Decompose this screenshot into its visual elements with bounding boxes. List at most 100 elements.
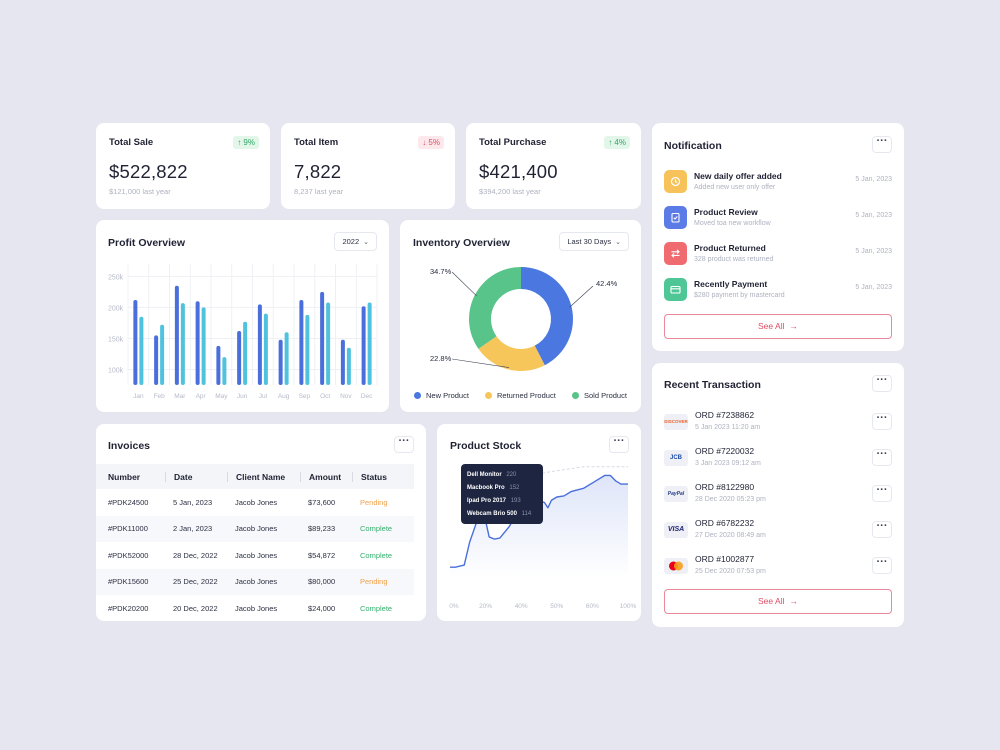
return-icon (664, 242, 687, 265)
transaction-item[interactable]: DISCOVER ORD #7238862 5 Jan 2023 11:20 a… (664, 410, 892, 436)
notification-item[interactable]: Product Review Moved toa new workflow 5 … (664, 206, 892, 230)
notification-date: 5 Jan, 2023 (855, 176, 892, 183)
bar (346, 347, 351, 385)
tooltip-row: Macbook Pro 152 (467, 482, 537, 495)
table-row[interactable]: #PDK11000 2 Jan, 2023 Jacob Jones $89,23… (96, 515, 414, 542)
invoice-amount: $54,872 (308, 550, 336, 560)
stock-tooltip: Dell Monitor 220 Macbook Pro 152 Ipad Pr… (461, 464, 543, 524)
tooltip-product: Ipad Pro 2017 (467, 498, 507, 504)
see-all-label: See All (758, 596, 785, 606)
tooltip-product: Macbook Pro (467, 485, 505, 491)
transaction-date: 3 Jan 2023 09:12 am (695, 460, 761, 467)
tooltip-row: Ipad Pro 2017 193 (467, 495, 537, 508)
transaction-item[interactable]: ORD #1002877 25 Dec 2020 07:53 pm ··· (664, 554, 892, 580)
bar (340, 339, 345, 385)
x-tick-label: 20% (479, 603, 492, 610)
transaction-options-button[interactable]: ··· (872, 449, 892, 466)
legend-returned-product: Returned Product (485, 391, 556, 400)
transaction-options-button[interactable]: ··· (872, 521, 892, 538)
legend-label: Returned Product (497, 391, 556, 400)
transaction-item[interactable]: PayPal ORD #8122980 28 Dec 2020 05:23 pm… (664, 482, 892, 508)
y-tick-label: 250k (108, 274, 124, 281)
year-select[interactable]: 2022 ⌄ (334, 232, 377, 251)
transaction-order: ORD #7238862 (695, 410, 755, 420)
x-tick-label: 60% (586, 603, 599, 610)
legend-swatch (572, 392, 579, 399)
invoice-amount: $89,233 (308, 524, 336, 534)
bar (180, 303, 185, 385)
tooltip-product: Webcam Brio 500 (467, 511, 517, 517)
tooltip-qty: 114 (521, 511, 532, 517)
more-options-button[interactable]: ··· (872, 375, 892, 392)
transaction-order: ORD #8122980 (695, 482, 755, 492)
invoice-status: Pending (360, 577, 388, 587)
transaction-item[interactable]: VISA ORD #6782232 27 Dec 2020 08:49 am ·… (664, 518, 892, 544)
bar (257, 304, 262, 385)
more-options-button[interactable]: ··· (872, 136, 892, 153)
notification-date: 5 Jan, 2023 (855, 284, 892, 291)
stat-value: $421,400 (479, 161, 558, 182)
notification-subtext: Moved toa new workflow (694, 220, 771, 227)
bar (367, 302, 372, 385)
offer-icon (664, 170, 687, 193)
stat-subtext: 8,237 last year (294, 187, 344, 196)
more-options-button[interactable]: ··· (394, 436, 414, 453)
bar (361, 306, 366, 385)
notification-title: New daily offer added (694, 171, 782, 181)
bar (154, 335, 159, 385)
card-title: Inventory Overview (413, 237, 510, 249)
notification-item[interactable]: Product Returned 328 product was returne… (664, 242, 892, 266)
invoice-amount: $80,000 (308, 577, 336, 587)
table-row[interactable]: #PDK52000 28 Dec, 2022 Jacob Jones $54,8… (96, 542, 414, 569)
x-tick-label: May (215, 393, 228, 400)
invoice-amount: $73,600 (308, 497, 336, 507)
mastercard-icon (664, 558, 688, 574)
legend-label: New Product (426, 391, 469, 400)
chevron-down-icon: ⌄ (615, 239, 621, 246)
card-title: Notification (664, 140, 722, 152)
x-tick-label: 0% (449, 603, 459, 610)
bar (160, 324, 165, 385)
notification-date: 5 Jan, 2023 (855, 212, 892, 219)
bar (139, 316, 144, 385)
transaction-item[interactable]: JCB ORD #7220032 3 Jan 2023 09:12 am ··· (664, 446, 892, 472)
notification-title: Product Returned (694, 243, 766, 253)
stock-area-fill (450, 475, 628, 578)
transaction-options-button[interactable]: ··· (872, 413, 892, 430)
donut-slice-sold-product (469, 267, 521, 349)
invoice-date: 28 Dec, 2022 (173, 550, 218, 560)
tooltip-qty: 193 (510, 498, 521, 504)
notification-card: Notification ··· New daily offer added A… (652, 123, 904, 351)
tooltip-qty: 220 (506, 472, 517, 478)
card-title: Product Stock (450, 440, 522, 452)
donut-value-label: 34.7% (430, 267, 452, 276)
see-all-transactions-button[interactable]: See All → (664, 589, 892, 614)
see-all-notifications-button[interactable]: See All → (664, 314, 892, 339)
bar (284, 332, 289, 385)
inventory-donut-chart: 42.4% 22.8% 34.7% (430, 267, 618, 371)
table-header: Number Date Client Name Amount Status (96, 464, 414, 489)
jcb-card-icon: JCB (664, 450, 688, 466)
invoice-number: #PDK11000 (108, 524, 148, 534)
x-tick-label: Mar (174, 393, 186, 400)
table-row[interactable]: #PDK15600 25 Dec, 2022 Jacob Jones $80,0… (96, 568, 414, 595)
x-tick-label: Sep (299, 393, 311, 400)
transaction-options-button[interactable]: ··· (872, 485, 892, 502)
invoices-card: Invoices ··· Number Date Client Name Amo… (96, 424, 426, 621)
invoice-number: #PDK20200 (108, 603, 149, 613)
notification-item[interactable]: Recently Payment $280 payment by masterc… (664, 278, 892, 302)
table-row[interactable]: #PDK24500 5 Jan, 2023 Jacob Jones $73,60… (96, 489, 414, 516)
stat-value: 7,822 (294, 161, 342, 182)
table-row[interactable]: #PDK20200 20 Dec, 2022 Jacob Jones $24,0… (96, 595, 414, 622)
range-select[interactable]: Last 30 Days ⌄ (559, 232, 629, 251)
invoice-date: 2 Jan, 2023 (173, 524, 213, 534)
more-options-button[interactable]: ··· (609, 436, 629, 453)
invoice-client: Jacob Jones (235, 550, 278, 560)
notification-item[interactable]: New daily offer added Added new user onl… (664, 170, 892, 194)
transaction-options-button[interactable]: ··· (872, 557, 892, 574)
column-header: Date (165, 471, 227, 482)
x-tick-label: 100% (620, 603, 637, 610)
bar (201, 307, 206, 385)
x-tick-label: Oct (320, 393, 330, 400)
transaction-order: ORD #7220032 (695, 446, 755, 456)
